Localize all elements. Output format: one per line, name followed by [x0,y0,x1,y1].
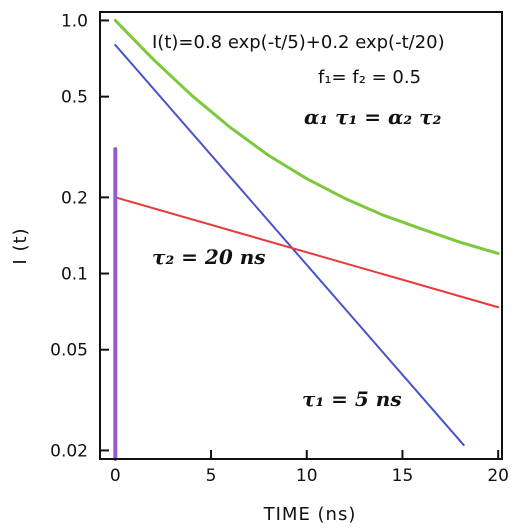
x-tick-label: 10 [296,466,318,486]
fraction-annotation: f₁= f₂ = 0.5 [318,67,421,88]
tau2-decay-line [114,196,500,309]
alpha-tau-annotation: α₁ τ₁ = α₂ τ₂ [304,105,442,129]
plot-frame [99,11,503,460]
tau2-label: τ₂ = 20 ns [152,245,266,269]
x-axis-title: TIME (ns) [263,504,357,525]
x-tick-label: 20 [487,466,509,486]
y-tick-label: 0.5 [61,88,88,108]
series-layer [113,18,500,461]
equation-annotation: I(t)=0.8 exp(-t/5)+0.2 exp(-t/20) [152,32,445,53]
y-tick-label: 0.05 [50,341,88,361]
y-axis-ticks: 1.0 0.5 0.2 0.1 0.05 0.02 [50,11,109,461]
y-tick-label: 0.1 [61,265,88,285]
y-axis-title: I (t) [10,227,31,264]
tau1-decay-line [114,43,465,447]
x-tick-label: 0 [110,466,121,486]
y-tick-label: 1.0 [61,11,88,31]
x-tick-label: 5 [206,466,217,486]
total-decay-curve [113,18,500,255]
tau1-label: τ₁ = 5 ns [302,387,402,411]
y-tick-label: 0.2 [61,188,88,208]
x-tick-label: 15 [392,466,414,486]
y-tick-label: 0.02 [50,441,88,461]
x-axis-ticks: 0 5 10 15 20 [110,450,509,486]
